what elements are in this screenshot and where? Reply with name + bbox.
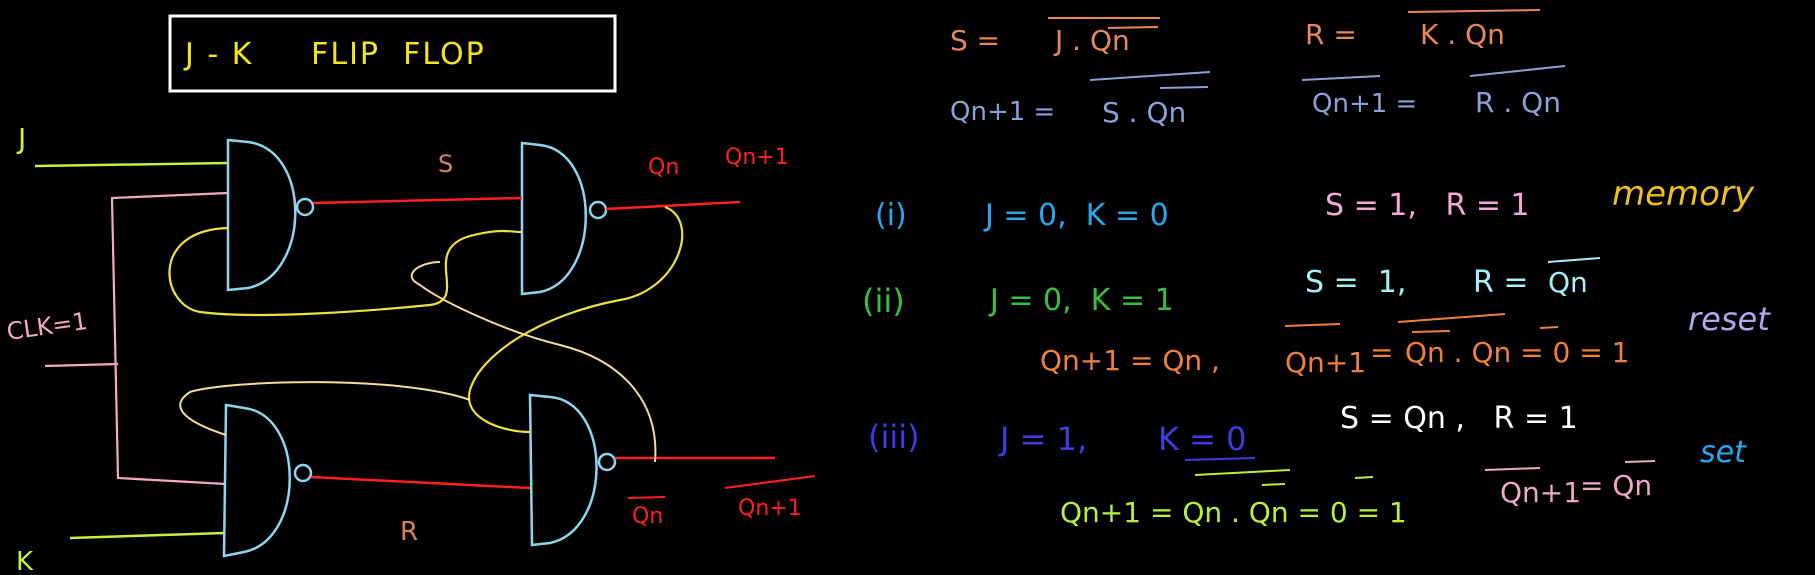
case-2-rhs-qn-overline [1411, 330, 1451, 333]
eq-s-rhs: J . Qn [1053, 24, 1130, 57]
input-j-label: J [16, 122, 26, 155]
out-qn-bar-label: Qn [632, 504, 663, 529]
eq-qn1-lhs: Qn+1 = [950, 97, 1055, 127]
feedback-top [168, 226, 523, 317]
case-3-qn-overline [1624, 460, 1656, 463]
case-3-line2-top-overline [1194, 469, 1291, 476]
case-2-sr-r-rhs: Qn [1548, 266, 1588, 299]
feedback-qn [467, 205, 684, 434]
case-3-jk-k: K = 0 [1158, 420, 1247, 458]
node-s-label: S [438, 150, 453, 178]
eq-qn1bar-lhs-overline [1301, 75, 1381, 81]
case-1-sr: S = 1, R = 1 [1325, 188, 1530, 223]
input-k-label: K [16, 547, 34, 575]
wire-clock [44, 191, 229, 486]
nand-bubble-icon [293, 463, 313, 483]
case-1-number: (i) [875, 198, 907, 233]
case-2-line2-b-eq: = [1370, 336, 1393, 369]
eq-qn1bar-overline [1469, 65, 1566, 77]
wire-qn [605, 200, 741, 211]
out-qn1-bar-label: Qn+1 [738, 496, 802, 521]
node-r-label: R [400, 517, 418, 547]
case-3-line2-zero-overline [1354, 476, 1374, 479]
clock-label: CLK=1 [5, 307, 89, 346]
eq-r-rhs: K . Qn [1420, 18, 1505, 51]
case-2-line2-b-qn: Qn . Qn = 0 = 1 [1405, 336, 1629, 369]
eq-s-lhs: S = [950, 24, 1000, 57]
case-3-sr: S = Qn , R = 1 [1340, 401, 1578, 436]
case-3-number: (iii) [868, 418, 920, 456]
case-3-line2-qn-overline [1261, 483, 1286, 486]
eq-qn1bar-lhs: Qn+1 = [1312, 89, 1417, 119]
case-3-line2-a: Qn+1 = Qn . Qn = 0 = 1 [1060, 496, 1407, 529]
case-2-rhs-overline [1397, 313, 1506, 323]
wire-r [310, 475, 531, 490]
nand-gate-top-right [520, 141, 608, 296]
eq-qn1-rhs: S . Qn [1102, 96, 1186, 129]
eq-r-lhs: R = [1305, 18, 1357, 51]
nand-gate-bottom-left [222, 403, 313, 558]
eq-qn1-qn-overline [1159, 86, 1209, 89]
wire-s [312, 196, 523, 205]
case-3-qn1-overline [1484, 467, 1541, 471]
case-2-zero-overline [1539, 326, 1559, 329]
case-2-sr-r-lhs: R = [1473, 265, 1529, 300]
case-3-tag: set [1700, 435, 1747, 470]
nand-gate-top-left [226, 138, 315, 292]
case-3-jk-j: J = 1, [998, 420, 1087, 458]
case-3-line2-b-rhs: = Qn [1580, 469, 1652, 502]
case-2-sr-r-overline [1547, 257, 1601, 263]
nand-bubble-icon [295, 197, 315, 217]
out-qn1-label: Qn+1 [725, 145, 789, 170]
nand-gate-bottom-right [528, 393, 617, 547]
case-2-jk: J = 0, K = 1 [988, 283, 1174, 318]
title-box [168, 14, 617, 93]
case-2-tag: reset [1688, 300, 1771, 338]
qn-bar-overline [627, 496, 666, 499]
title-text: J - K FLIP FLOP [183, 37, 486, 72]
qn1-bar-overline [724, 475, 816, 489]
case-2-line2-b-lhs: Qn+1 [1285, 346, 1366, 379]
case-2-number: (ii) [862, 282, 905, 320]
out-qn-label: Qn [648, 155, 679, 180]
case-3-k-underline [1184, 457, 1256, 461]
eq-qn1-overline [1089, 71, 1211, 81]
case-3-line2-b-lhs: Qn+1 [1500, 476, 1581, 509]
case-2-qn1-overline [1284, 323, 1341, 327]
wire-k [69, 531, 226, 540]
nand-bubble-icon [588, 200, 608, 220]
case-2-sr-s: S = 1, [1305, 265, 1406, 300]
eq-s-qn-overline [1107, 26, 1159, 29]
feedback-qn-bar [179, 261, 657, 463]
case-1-tag: memory [1612, 174, 1755, 214]
case-1-jk: J = 0, K = 0 [983, 198, 1169, 233]
case-2-line2-a: Qn+1 = Qn , [1040, 344, 1220, 377]
wire-j [34, 161, 229, 168]
eq-qn1bar-rhs: R . Qn [1475, 86, 1561, 119]
eq-r-overline [1407, 9, 1541, 13]
nand-bubble-icon [597, 452, 617, 472]
